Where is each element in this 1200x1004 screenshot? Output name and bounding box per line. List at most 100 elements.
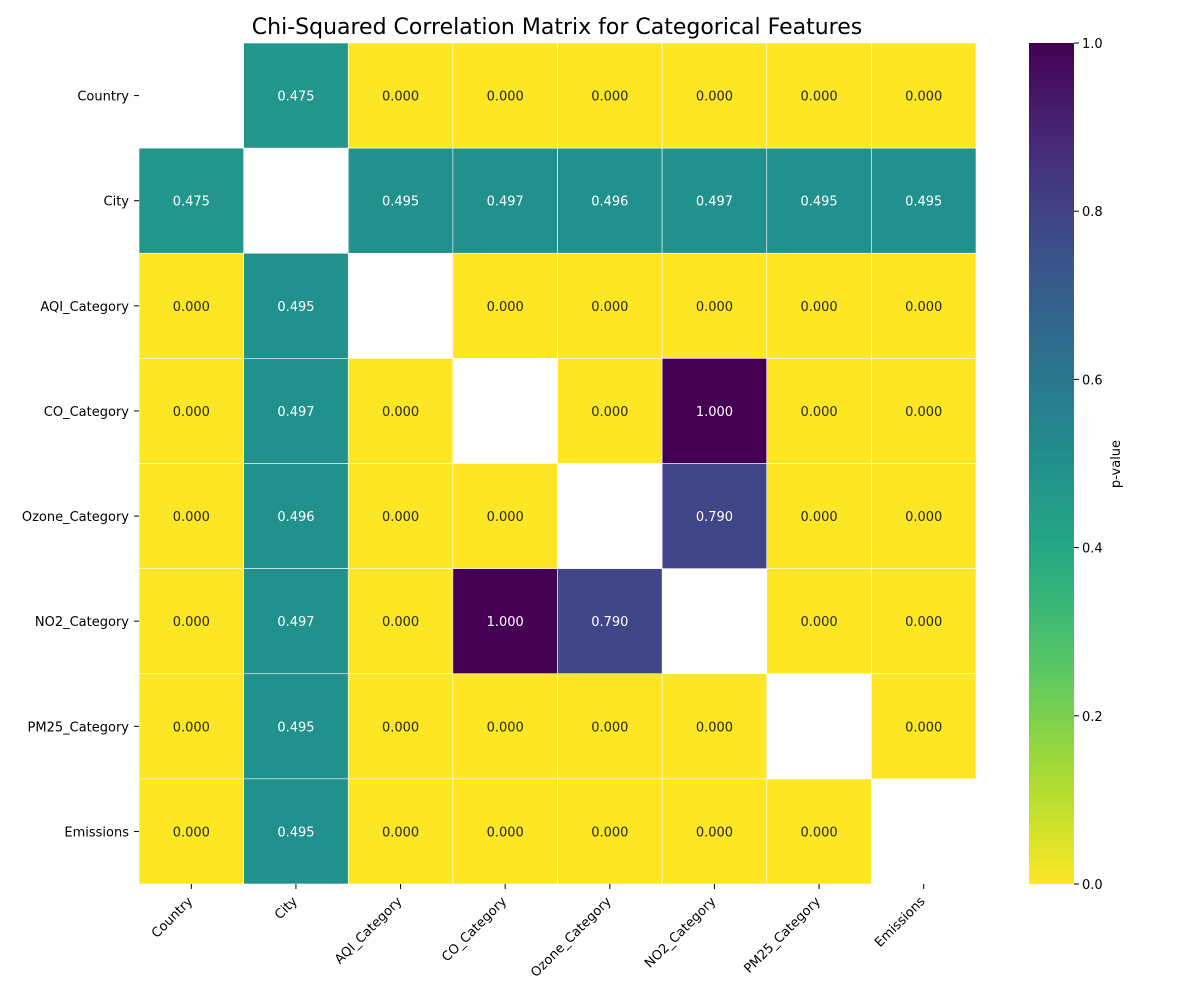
cell-value-label: 0.497 — [487, 195, 524, 210]
x-tick-label: Country — [149, 894, 196, 941]
heatmap-cell — [452, 568, 558, 675]
heatmap-cell — [871, 568, 977, 675]
heatmap-cell — [138, 252, 244, 359]
cell-value-label: 0.000 — [173, 300, 210, 315]
heatmap-cell — [347, 358, 454, 464]
cell-value-label: 0.497 — [696, 195, 733, 210]
cell-value-label: 0.000 — [173, 615, 210, 630]
cell-value-label: 0.475 — [277, 90, 314, 105]
cell-value-label: 0.000 — [382, 90, 419, 105]
cell-value-label: 0.000 — [382, 510, 419, 525]
heatmap-cell — [766, 568, 872, 675]
x-tick-label: City — [272, 894, 301, 923]
cell-value-label: 0.000 — [800, 615, 837, 630]
y-tick-label: PM25_Category — [28, 720, 130, 735]
colorbar-tick-label: 0.0 — [1082, 878, 1103, 893]
cell-value-label: 0.000 — [591, 90, 628, 105]
colorbar-tick-label: 0.6 — [1082, 373, 1103, 388]
heatmap-cell — [766, 42, 872, 149]
cell-value-label: 1.000 — [487, 615, 524, 630]
cell-value-label: 0.000 — [905, 405, 942, 420]
heatmap-cell — [661, 252, 768, 359]
cell-value-label: 0.000 — [173, 720, 210, 735]
cell-value-label: 0.000 — [591, 405, 628, 420]
heatmap-cell — [766, 252, 872, 359]
colorbar-tick-label: 1.0 — [1082, 37, 1103, 52]
heatmap-cell — [452, 778, 558, 885]
cell-value-label: 0.790 — [696, 510, 733, 525]
heatmap-cell — [871, 42, 977, 149]
heatmap-cell — [138, 463, 244, 569]
cell-value-label: 0.495 — [277, 825, 314, 840]
cell-value-label: 0.000 — [487, 720, 524, 735]
x-tick-label: Emissions — [872, 894, 928, 950]
heatmap-cell — [766, 463, 872, 569]
cell-value-label: 0.000 — [487, 510, 524, 525]
heatmap-cell — [243, 673, 349, 780]
heatmap-cell — [557, 568, 663, 675]
colorbar: 0.0 0.2 0.4 0.6 0.8 1.0 p-value — [1029, 37, 1124, 893]
cell-value-label: 0.000 — [905, 300, 942, 315]
colorbar-gradient — [1029, 43, 1074, 884]
y-tick-label: NO2_Category — [35, 615, 129, 630]
heatmap-cells — [138, 42, 977, 885]
heatmap-cell — [661, 778, 768, 885]
heatmap-cell — [243, 358, 349, 464]
heatmap-cell — [452, 252, 558, 359]
cell-annotations: 0.475 0.000 0.000 0.000 0.000 0.000 0.000 0.475… — [173, 90, 943, 841]
cell-value-label: 1.000 — [696, 405, 733, 420]
cell-value-label: 0.000 — [382, 405, 419, 420]
cell-value-label: 0.000 — [382, 615, 419, 630]
heatmap-cell — [661, 673, 768, 780]
heatmap-cell — [557, 252, 663, 359]
heatmap-cell — [871, 463, 977, 569]
x-axis: Country City AQI_Category CO_Category Ozone_… — [149, 884, 929, 981]
cell-value-label: 0.000 — [905, 510, 942, 525]
heatmap-cell — [347, 463, 454, 569]
cell-value-label: 0.000 — [487, 90, 524, 105]
cell-value-label: 0.000 — [173, 510, 210, 525]
heatmap-cell — [557, 42, 663, 149]
heatmap-cell — [347, 147, 454, 254]
cell-value-label: 0.475 — [173, 195, 210, 210]
cell-value-label: 0.000 — [173, 825, 210, 840]
cell-value-label: 0.000 — [591, 300, 628, 315]
x-tick-label: Ozone_Category — [528, 894, 615, 981]
y-tick-label: CO_Category — [44, 405, 129, 420]
heatmap-cell — [243, 42, 349, 149]
heatmap-cell — [871, 147, 977, 254]
y-tick-label: Country — [77, 90, 129, 105]
heatmap-cell — [661, 42, 768, 149]
y-tick-label: AQI_Category — [40, 300, 129, 315]
heatmap-cell — [871, 358, 977, 464]
heatmap-cell — [661, 358, 768, 464]
cell-value-label: 0.496 — [591, 195, 628, 210]
cell-value-label: 0.495 — [382, 195, 419, 210]
colorbar-tick-label: 0.8 — [1082, 205, 1103, 220]
cell-value-label: 0.000 — [382, 720, 419, 735]
cell-value-label: 0.495 — [800, 195, 837, 210]
heatmap-cell — [138, 358, 244, 464]
heatmap-cell — [138, 147, 244, 254]
cell-value-label: 0.000 — [800, 510, 837, 525]
heatmap-cell — [557, 358, 663, 464]
y-tick-label: Emissions — [64, 825, 129, 840]
cell-value-label: 0.495 — [277, 300, 314, 315]
cell-value-label: 0.000 — [173, 405, 210, 420]
heatmap-cell — [138, 568, 244, 675]
heatmap-cell — [243, 252, 349, 359]
heatmap-cell — [347, 568, 454, 675]
heatmap-cell — [766, 358, 872, 464]
cell-value-label: 0.000 — [591, 720, 628, 735]
cell-value-label: 0.000 — [905, 90, 942, 105]
x-tick-label: PM25_Category — [742, 894, 825, 977]
heatmap-cell — [661, 147, 768, 254]
y-tick-label: Ozone_Category — [22, 510, 129, 525]
heatmap-cell — [243, 568, 349, 675]
heatmap-cell — [452, 673, 558, 780]
chart-title: Chi-Squared Correlation Matrix for Categ… — [252, 15, 862, 40]
cell-value-label: 0.495 — [905, 195, 942, 210]
heatmap-cell — [557, 673, 663, 780]
heatmap-cell — [452, 42, 558, 149]
